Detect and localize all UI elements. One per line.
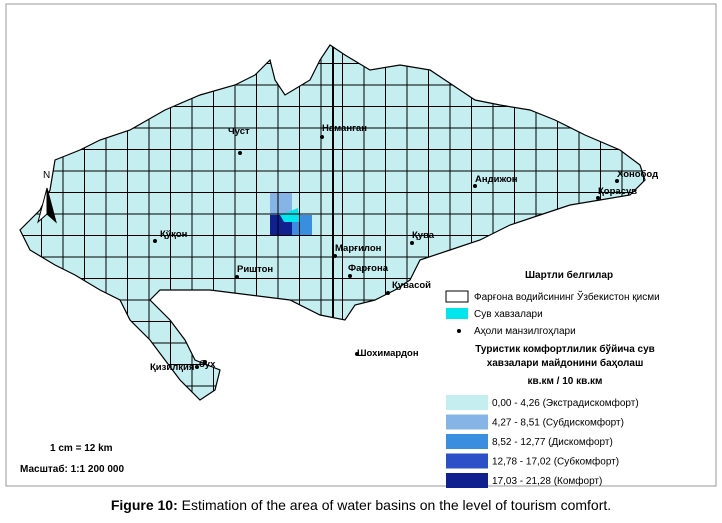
legend-swatch [445, 290, 469, 303]
city-dot [320, 135, 324, 139]
legend-class: 17,03 - 21,28 (Комфорт) [492, 475, 602, 487]
legend-class: 12,78 - 17,02 (Субкомфорт) [492, 456, 619, 468]
city-label: Фарғона [348, 263, 389, 274]
legend-item: Сув хавзалари [474, 309, 543, 320]
legend-swatch [446, 434, 488, 449]
city-dot [153, 239, 157, 243]
city-label: Андижон [475, 174, 518, 185]
legend-class: 0,00 - 4,26 (Экстрадискомфорт) [492, 397, 639, 409]
city-dot [596, 196, 600, 200]
legend-swatch [446, 308, 468, 319]
legend-swatch [446, 395, 488, 410]
legend-unit: кв.км / 10 кв.км [528, 376, 603, 387]
valley-outline [19, 44, 646, 401]
legend-swatch [446, 453, 488, 469]
city-dot [348, 274, 352, 278]
legend-class: 4,27 - 8,51 (Субдискомфорт) [492, 417, 624, 429]
city-label: Чуст [228, 126, 250, 137]
city-dot [473, 184, 477, 188]
city-label: Қорасув [598, 186, 637, 197]
city-dot [235, 275, 239, 279]
city-dot [615, 179, 619, 183]
scale-text: Масштаб: 1:1 200 000 [20, 463, 124, 475]
city-dot [238, 151, 242, 155]
legend-subtitle: Туристик комфортлилик бўйича сув [475, 343, 655, 355]
map: N Чуст Наманган Андижон Хонобод Қорасув … [5, 3, 717, 488]
north-arrow: N [37, 170, 57, 224]
city-label: Қувасой [392, 280, 431, 291]
city-label: Наманган [322, 123, 367, 134]
legend-swatch [457, 329, 461, 333]
city-dot [386, 291, 390, 295]
city-dot [410, 241, 414, 245]
city-dot [333, 254, 337, 258]
city-label: Хонобод [617, 169, 658, 180]
legend-class: 8,52 - 12,77 (Дискомфорт) [492, 436, 613, 448]
legend-item: Аҳоли манзилгоҳлари [474, 326, 576, 337]
cities: Чуст Наманган Андижон Хонобод Қорасув Қў… [150, 123, 658, 373]
city-dot [195, 365, 199, 369]
city-label: Қува [412, 230, 435, 241]
legend: Шартли белгилар Фарғона водийсининг Ўзбе… [445, 269, 660, 488]
city-label: Қўқон [160, 229, 188, 240]
caption-text: Estimation of the area of water basins o… [177, 497, 612, 513]
city-dot [203, 360, 207, 364]
north-label: N [43, 170, 50, 181]
legend-title: Шартли белгилар [525, 269, 613, 281]
city-label: Қизилқия [150, 362, 194, 373]
legend-swatch [446, 414, 488, 430]
city-dot [355, 352, 359, 356]
frame [5, 3, 717, 487]
legend-item: Фарғона водийсининг Ўзбекистон қисми [474, 290, 660, 303]
caption-label: Figure 10: [110, 497, 178, 513]
city-label: Шохимардон [357, 348, 419, 359]
city-label: Марғилон [335, 243, 382, 254]
caption: Figure 10: Estimation of the area of wat… [0, 497, 722, 513]
city-label: Риштон [237, 264, 273, 275]
legend-swatch [446, 473, 488, 488]
city-label: бух [199, 359, 216, 370]
legend-subtitle: хавзалари майдонини баҳолаш [487, 357, 644, 369]
scale-ratio: 1 cm = 12 km [50, 443, 113, 454]
